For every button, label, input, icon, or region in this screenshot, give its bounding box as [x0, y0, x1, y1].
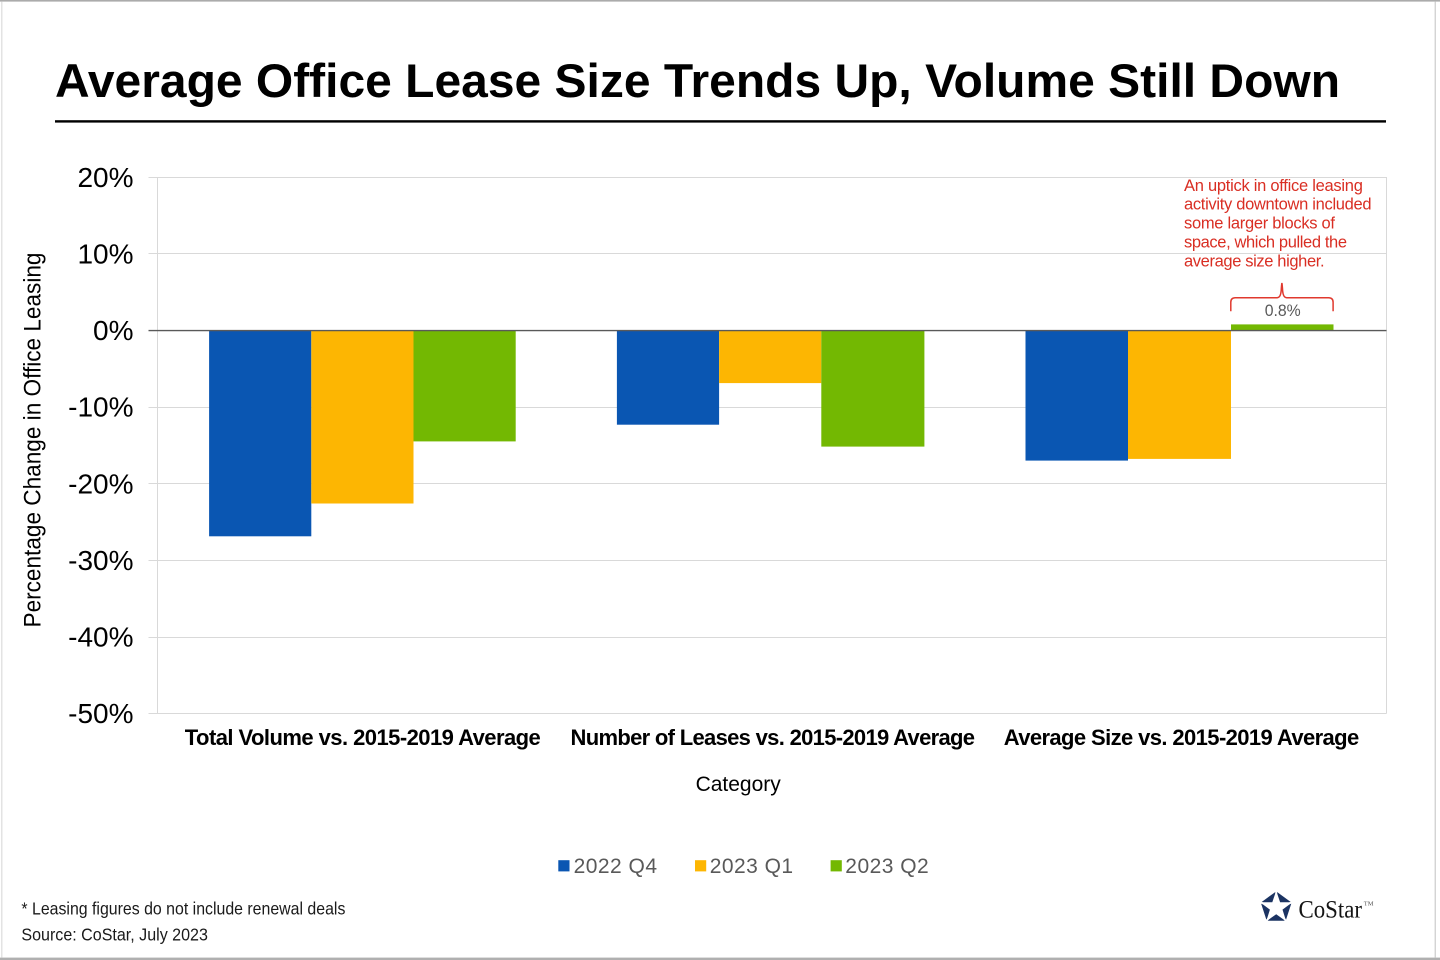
svg-text:Source: CoStar, July 2023: Source: CoStar, July 2023 [21, 924, 208, 944]
svg-text:2022 Q4: 2022 Q4 [574, 855, 658, 878]
svg-text:TM: TM [1364, 901, 1374, 908]
svg-text:-40%: -40% [68, 622, 133, 653]
svg-text:Percentage Change in Office Le: Percentage Change in Office Leasing [20, 253, 47, 628]
svg-text:Category: Category [696, 773, 782, 796]
svg-text:0.8%: 0.8% [1265, 301, 1301, 320]
svg-text:Total Volume vs. 2015-2019 Ave: Total Volume vs. 2015-2019 Average [185, 725, 541, 750]
svg-text:10%: 10% [77, 239, 133, 270]
svg-text:activity downtown included: activity downtown included [1184, 196, 1372, 214]
svg-text:0%: 0% [93, 315, 133, 346]
svg-text:20%: 20% [77, 162, 133, 193]
svg-text:2023 Q2: 2023 Q2 [845, 855, 928, 878]
svg-text:-30%: -30% [68, 545, 133, 576]
svg-text:2023 Q1: 2023 Q1 [710, 855, 793, 878]
svg-text:-10%: -10% [68, 392, 133, 423]
svg-text:Average Size vs. 2015-2019 Ave: Average Size vs. 2015-2019 Average [1004, 725, 1360, 750]
svg-text:CoStar: CoStar [1299, 897, 1363, 924]
svg-text:space, which pulled the: space, which pulled the [1184, 234, 1347, 252]
svg-text:Average Office Lease Size Tren: Average Office Lease Size Trends Up, Vol… [55, 54, 1340, 107]
svg-text:some larger blocks of: some larger blocks of [1184, 215, 1335, 233]
svg-text:An uptick in office leasing: An uptick in office leasing [1184, 177, 1363, 195]
svg-text:-20%: -20% [68, 468, 133, 499]
svg-text:Number of Leases vs. 2015-2019: Number of Leases vs. 2015-2019 Average [571, 725, 976, 750]
svg-text:* Leasing figures do not inclu: * Leasing figures do not include renewal… [21, 898, 345, 918]
svg-text:-50%: -50% [68, 698, 133, 729]
svg-text:average size higher.: average size higher. [1184, 253, 1325, 271]
